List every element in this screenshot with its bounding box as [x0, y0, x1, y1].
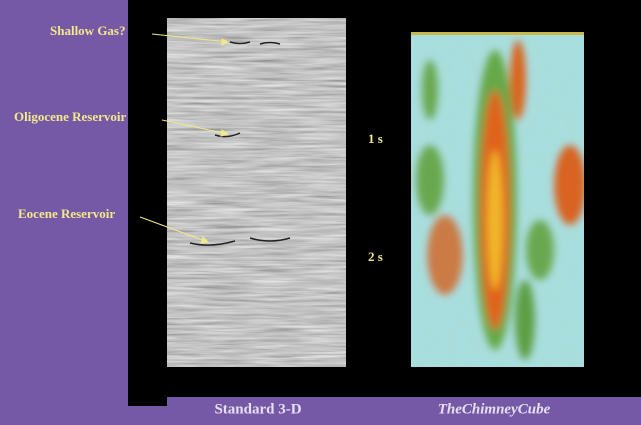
annotation: Oligocene Reservoir — [14, 109, 126, 124]
page: Shallow Gas? Oligocene Reservoir Eocene … — [0, 0, 641, 425]
time-label: 2 s — [368, 249, 383, 264]
annotation: Eocene Reservoir — [18, 206, 115, 221]
slide: Shallow Gas? Oligocene Reservoir Eocene … — [0, 0, 641, 425]
caption: TheChimneyCube — [438, 401, 551, 417]
annotation: Shallow Gas? — [50, 23, 126, 38]
seismic-standard — [167, 18, 346, 367]
time-label: 1 s — [368, 131, 383, 146]
chimney-signal — [411, 32, 586, 367]
caption: Standard 3-D — [214, 401, 301, 417]
black-panel — [128, 397, 167, 406]
